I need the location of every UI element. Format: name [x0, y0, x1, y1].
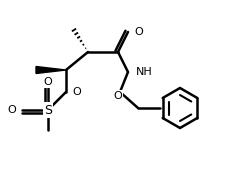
Text: O: O	[134, 27, 143, 37]
Text: O: O	[72, 87, 81, 97]
Polygon shape	[36, 66, 66, 73]
Text: O: O	[44, 77, 52, 87]
Text: O: O	[7, 105, 16, 115]
Text: S: S	[44, 103, 52, 116]
Text: NH: NH	[136, 67, 153, 77]
Text: O: O	[114, 91, 122, 101]
